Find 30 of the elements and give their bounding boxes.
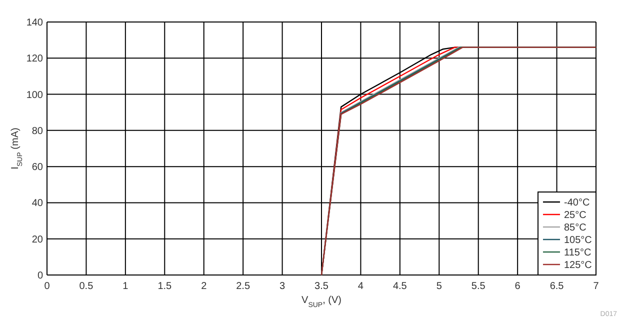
y-tick-label: 100 (26, 90, 44, 101)
legend-label: 115°C (564, 248, 592, 258)
x-tick-label: 7 (593, 281, 600, 292)
x-tick-label: 3.5 (314, 281, 329, 292)
legend-label: 25°C (564, 210, 586, 221)
x-tick-label: 6 (514, 281, 521, 292)
x-tick-label: 5 (436, 281, 442, 292)
legend-label: 105°C (564, 235, 592, 246)
legend-label: 125°C (564, 260, 592, 271)
x-tick-label: 3 (280, 281, 286, 292)
y-tick-label: 20 (32, 234, 44, 246)
x-tick-label: 0 (44, 281, 50, 292)
x-tick-label: 4 (358, 281, 364, 292)
y-tick-label: 40 (32, 198, 44, 210)
x-tick-label: 1 (122, 281, 129, 292)
y-tick-label: 60 (32, 162, 44, 174)
legend-label: 85°C (564, 222, 586, 234)
x-tick-label: 1.5 (158, 281, 172, 292)
x-tick-label: 4.5 (392, 281, 408, 292)
y-tick-label: 140 (26, 18, 44, 28)
y-tick-label: 120 (26, 54, 44, 65)
x-tick-label: 5.5 (471, 281, 486, 292)
x-tick-label: 2 (201, 281, 208, 292)
x-tick-label: 6.5 (550, 281, 564, 292)
y-tick-label: 0 (37, 270, 44, 282)
x-tick-label: 0.5 (79, 281, 94, 292)
x-axis-title: V$_{SUP}$, (V) (302, 295, 342, 308)
x-tick-label: 2.5 (236, 281, 250, 292)
legend-label: -40°C (564, 198, 590, 208)
y-tick-label: 80 (32, 126, 44, 137)
